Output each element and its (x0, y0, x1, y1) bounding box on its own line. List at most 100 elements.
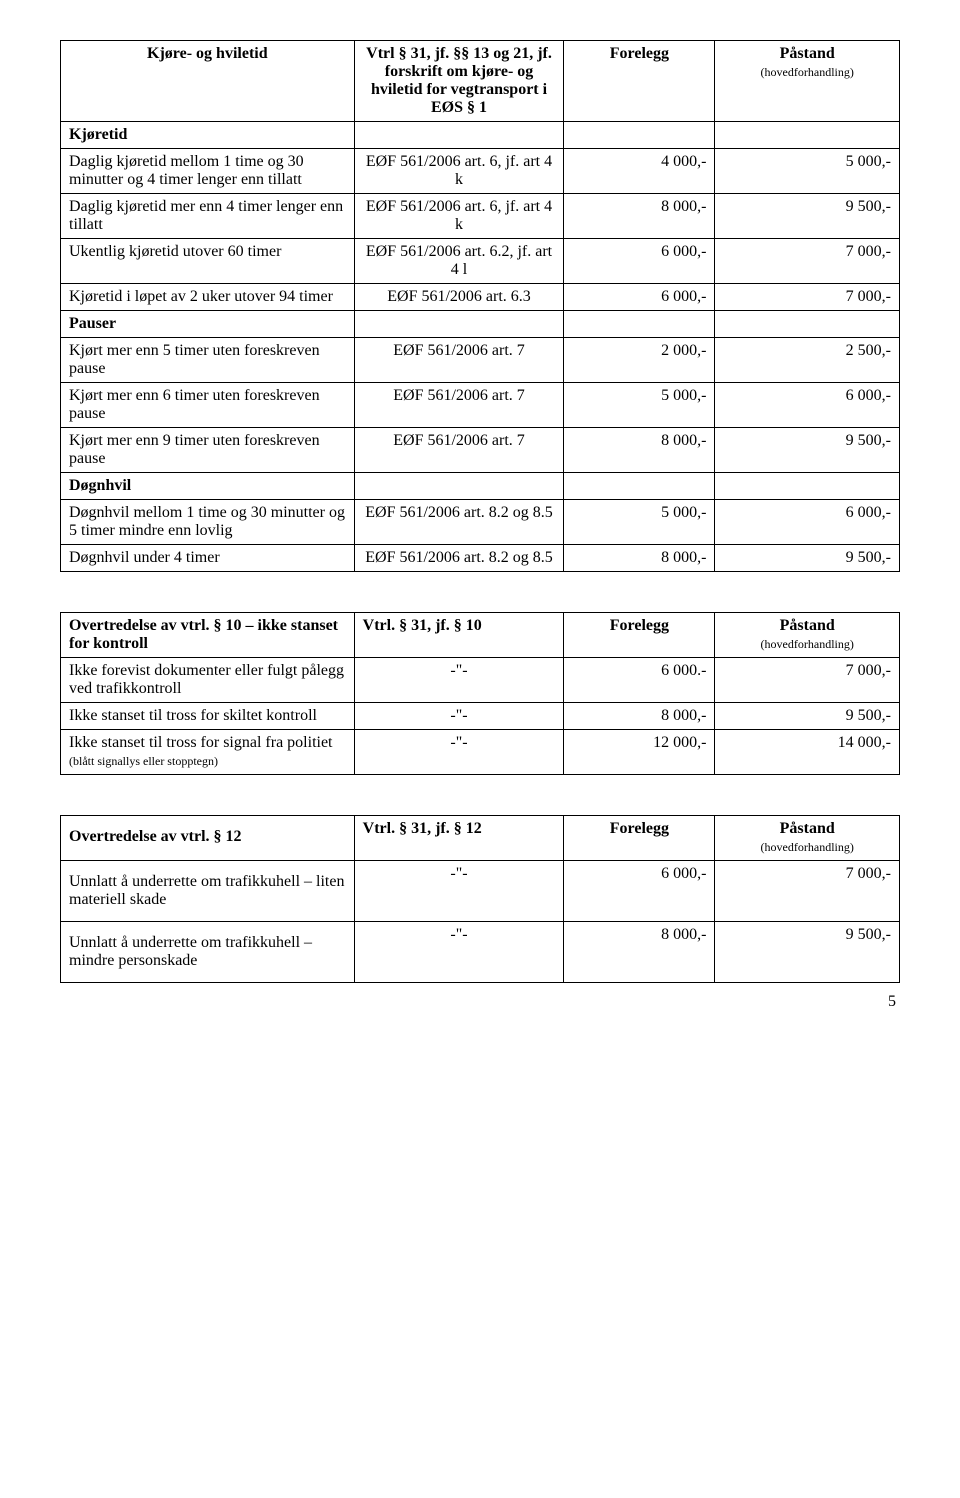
cell-pastand: 2 500,- (715, 338, 900, 383)
cell-forelegg: 6 000,- (564, 861, 715, 922)
cell-ref: -"- (354, 922, 564, 983)
t1-hdr-c4-main: Påstand (780, 45, 835, 62)
t1-hdr-c1: Kjøre- og hviletid (61, 41, 355, 122)
cell-desc: Døgnhvil under 4 timer (61, 545, 355, 572)
cell-ref: EØF 561/2006 art. 6.3 (354, 284, 564, 311)
table-row: Døgnhvil mellom 1 time og 30 minutter og… (61, 500, 900, 545)
cell-pastand: 6 000,- (715, 383, 900, 428)
cell-forelegg: 8 000,- (564, 922, 715, 983)
cell-pastand: 9 500,- (715, 194, 900, 239)
table-row: Kjøretid i løpet av 2 uker utover 94 tim… (61, 284, 900, 311)
cell-pastand: 7 000,- (715, 658, 900, 703)
cell-desc: Ukentlig kjøretid utover 60 timer (61, 239, 355, 284)
cell-desc: Ikke forevist dokumenter eller fulgt pål… (61, 658, 355, 703)
cell-forelegg: 8 000,- (564, 545, 715, 572)
t1-empty (564, 311, 715, 338)
cell-desc: Ikke stanset til tross for signal fra po… (61, 730, 355, 775)
cell-desc-sub: (blått signallys eller stopptegn) (69, 754, 218, 768)
t1-hdr-c2: Vtrl § 31, jf. §§ 13 og 21, jf. forskrif… (354, 41, 564, 122)
t2-hdr-c4-sub: (hovedforhandling) (761, 637, 854, 651)
cell-pastand: 9 500,- (715, 545, 900, 572)
table-row: Kjørt mer enn 5 timer uten foreskreven p… (61, 338, 900, 383)
cell-desc: Kjøretid i løpet av 2 uker utover 94 tim… (61, 284, 355, 311)
cell-desc: Unnlatt å underrette om trafikkuhell – m… (61, 922, 355, 983)
cell-desc-main: Ikke stanset til tross for signal fra po… (69, 734, 333, 751)
t3-hdr-c4-sub: (hovedforhandling) (761, 840, 854, 854)
t3-hdr-c3: Forelegg (564, 816, 715, 861)
cell-desc: Unnlatt å underrette om trafikkuhell – l… (61, 861, 355, 922)
cell-pastand: 9 500,- (715, 922, 900, 983)
t1-empty (715, 311, 900, 338)
cell-forelegg: 4 000,- (564, 149, 715, 194)
page-number: 5 (60, 993, 900, 1011)
table-row: Ikke forevist dokumenter eller fulgt pål… (61, 658, 900, 703)
table-row: Unnlatt å underrette om trafikkuhell – l… (61, 861, 900, 922)
cell-forelegg: 6 000,- (564, 239, 715, 284)
cell-desc: Kjørt mer enn 9 timer uten foreskreven p… (61, 428, 355, 473)
cell-ref: -"- (354, 861, 564, 922)
cell-ref: EØF 561/2006 art. 7 (354, 338, 564, 383)
cell-forelegg: 5 000,- (564, 383, 715, 428)
cell-forelegg: 8 000,- (564, 703, 715, 730)
table-row: Ikke stanset til tross for skiltet kontr… (61, 703, 900, 730)
cell-pastand: 14 000,- (715, 730, 900, 775)
cell-desc: Døgnhvil mellom 1 time og 30 minutter og… (61, 500, 355, 545)
cell-ref: -"- (354, 658, 564, 703)
t1-empty (354, 122, 564, 149)
t1-hdr-c4-sub: (hovedforhandling) (761, 65, 854, 79)
table-vtrl-12: Overtredelse av vtrl. § 12 Vtrl. § 31, j… (60, 815, 900, 983)
table-row: Daglig kjøretid mellom 1 time og 30 minu… (61, 149, 900, 194)
table-kjore-hviletid: Kjøre- og hviletid Vtrl § 31, jf. §§ 13 … (60, 40, 900, 572)
cell-desc: Ikke stanset til tross for skiltet kontr… (61, 703, 355, 730)
cell-forelegg: 6 000.- (564, 658, 715, 703)
table-row: Ukentlig kjøretid utover 60 timerEØF 561… (61, 239, 900, 284)
cell-pastand: 7 000,- (715, 861, 900, 922)
t1-sec2: Pauser (61, 311, 355, 338)
cell-forelegg: 8 000,- (564, 428, 715, 473)
cell-forelegg: 2 000,- (564, 338, 715, 383)
table-row: Døgnhvil under 4 timerEØF 561/2006 art. … (61, 545, 900, 572)
t2-hdr-c4-main: Påstand (780, 617, 835, 634)
cell-pastand: 6 000,- (715, 500, 900, 545)
cell-pastand: 9 500,- (715, 428, 900, 473)
t1-empty (564, 473, 715, 500)
t2-hdr-c1: Overtredelse av vtrl. § 10 – ikke stanse… (61, 613, 355, 658)
cell-forelegg: 12 000,- (564, 730, 715, 775)
cell-forelegg: 8 000,- (564, 194, 715, 239)
table-vtrl-10: Overtredelse av vtrl. § 10 – ikke stanse… (60, 612, 900, 775)
t1-empty (715, 122, 900, 149)
cell-ref: EØF 561/2006 art. 7 (354, 383, 564, 428)
table-row: Kjørt mer enn 6 timer uten foreskreven p… (61, 383, 900, 428)
t2-hdr-c4: Påstand (hovedforhandling) (715, 613, 900, 658)
table-row: Unnlatt å underrette om trafikkuhell – m… (61, 922, 900, 983)
t2-hdr-c3: Forelegg (564, 613, 715, 658)
cell-pastand: 7 000,- (715, 239, 900, 284)
t1-sec1: Kjøretid (61, 122, 355, 149)
table-row: Kjørt mer enn 9 timer uten foreskreven p… (61, 428, 900, 473)
t3-hdr-c4: Påstand (hovedforhandling) (715, 816, 900, 861)
cell-ref: -"- (354, 730, 564, 775)
cell-desc: Daglig kjøretid mellom 1 time og 30 minu… (61, 149, 355, 194)
t1-sec3: Døgnhvil (61, 473, 355, 500)
t1-empty (354, 473, 564, 500)
cell-ref: -"- (354, 703, 564, 730)
cell-ref: EØF 561/2006 art. 6, jf. art 4 k (354, 194, 564, 239)
cell-forelegg: 5 000,- (564, 500, 715, 545)
t1-hdr-c3: Forelegg (564, 41, 715, 122)
t3-hdr-c4-main: Påstand (780, 820, 835, 837)
t1-empty (715, 473, 900, 500)
t3-hdr-c1: Overtredelse av vtrl. § 12 (61, 816, 355, 861)
t1-empty (354, 311, 564, 338)
cell-desc: Kjørt mer enn 5 timer uten foreskreven p… (61, 338, 355, 383)
cell-pastand: 7 000,- (715, 284, 900, 311)
t1-hdr-c4: Påstand (hovedforhandling) (715, 41, 900, 122)
t1-empty (564, 122, 715, 149)
cell-forelegg: 6 000,- (564, 284, 715, 311)
table-row: Daglig kjøretid mer enn 4 timer lenger e… (61, 194, 900, 239)
t2-hdr-c2: Vtrl. § 31, jf. § 10 (354, 613, 564, 658)
cell-ref: EØF 561/2006 art. 8.2 og 8.5 (354, 545, 564, 572)
t3-hdr-c2: Vtrl. § 31, jf. § 12 (354, 816, 564, 861)
cell-ref: EØF 561/2006 art. 6, jf. art 4 k (354, 149, 564, 194)
cell-desc: Daglig kjøretid mer enn 4 timer lenger e… (61, 194, 355, 239)
cell-ref: EØF 561/2006 art. 7 (354, 428, 564, 473)
